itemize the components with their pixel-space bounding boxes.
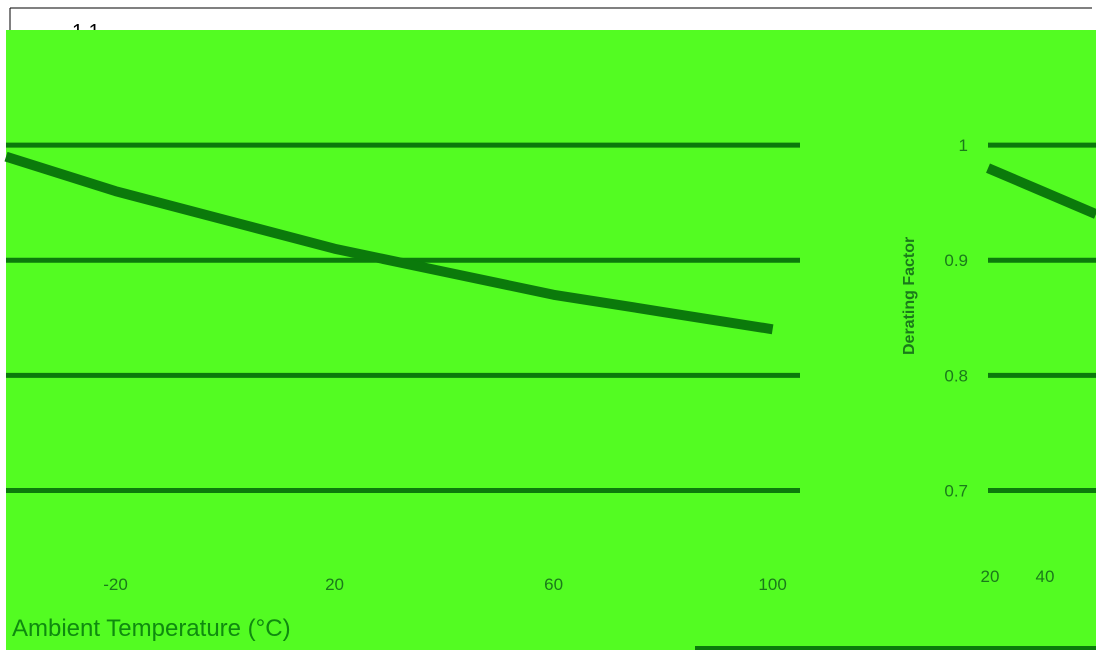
left-x-tick-label: 60	[544, 575, 563, 594]
left-x-tick-label: -20	[103, 575, 128, 594]
right-x-ticks: 20 40	[981, 567, 1055, 586]
right-y-tick-label: 0.7	[944, 481, 968, 500]
right-x-tick-label: 20	[981, 567, 1000, 586]
plot-background	[6, 30, 1096, 650]
left-series-line	[4, 151, 774, 335]
y-axis-label: Derating Factor	[901, 237, 918, 355]
left-x-tick-label: 100	[758, 575, 786, 594]
right-y-ticks: 1 0.9 0.8 0.7	[944, 136, 968, 500]
x-axis-label: Ambient Temperature (°C)	[12, 615, 291, 642]
right-y-tick-label: 0.9	[944, 251, 968, 270]
right-x-tick-label: 40	[1036, 567, 1055, 586]
right-y-tick-label: 0.8	[944, 366, 968, 385]
right-y-tick-label: 1	[959, 136, 968, 155]
right-grid	[988, 142, 1096, 493]
right-chart: 10.90.80.7 Derating Factor 20 40	[695, 136, 1096, 650]
left-chart: -20 20 60 100 Ambient Temperature (°C)	[4, 142, 800, 642]
left-x-tick-label: 20	[325, 575, 344, 594]
left-x-ticks: -20 20 60 100	[103, 575, 787, 594]
right-series-line	[986, 163, 1096, 219]
